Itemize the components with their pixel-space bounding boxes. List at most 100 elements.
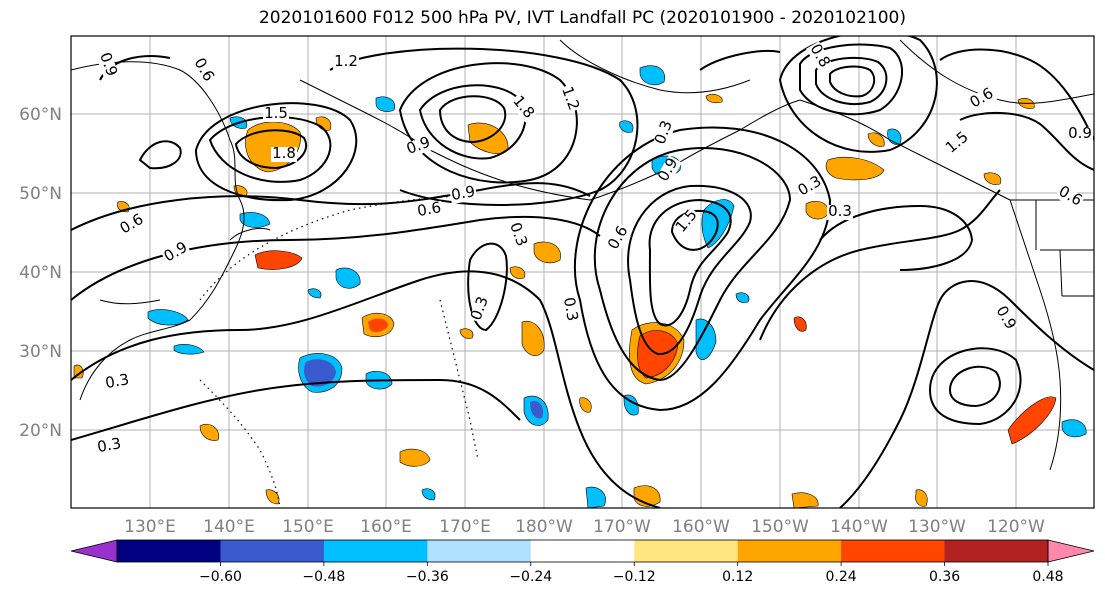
pv-positive-area xyxy=(579,397,592,413)
contour-label-bg xyxy=(655,155,682,186)
contour-label-group: 1.8 xyxy=(271,144,297,162)
colorbar-segment xyxy=(323,540,428,562)
pv-positive-area xyxy=(705,94,723,104)
contour-label-bg xyxy=(404,135,434,159)
contour-label-bg xyxy=(559,295,580,324)
pv-positive-area xyxy=(805,201,829,220)
contour-label-bg xyxy=(161,239,192,266)
pv-positive-area xyxy=(509,266,526,279)
lat-label: 40°N xyxy=(19,263,62,283)
contour-label-bg xyxy=(605,223,632,254)
contour-label-bg xyxy=(967,85,998,112)
lat-label: 20°N xyxy=(19,421,62,441)
contour-label-bg xyxy=(117,211,148,238)
contour-label-group: 1.5 xyxy=(263,104,289,122)
pv-negative-area xyxy=(639,65,665,86)
contour-label-bg xyxy=(505,220,529,250)
pv-positive-area xyxy=(793,316,807,332)
pv-negative-area xyxy=(530,400,544,419)
lon-label: 180°W xyxy=(515,517,573,537)
contour-label-bg xyxy=(95,50,119,80)
contour-label-group: 0.3 xyxy=(95,434,124,457)
graticule xyxy=(71,36,1094,508)
contour-label-group: 0.3 xyxy=(103,370,132,393)
colorbar-segment xyxy=(944,540,1049,562)
lon-label: 170°W xyxy=(593,517,651,537)
lon-label: 150°W xyxy=(751,517,809,537)
colorbar-tick-label: 0.24 xyxy=(826,569,857,585)
contour-label-group: 0.9 xyxy=(449,182,478,205)
contour-label-group: 1.2 xyxy=(557,84,583,114)
contour-label-bg xyxy=(469,294,493,324)
contour-label-bg xyxy=(1054,183,1085,210)
contour-label-bg xyxy=(103,372,132,393)
contour-label-bg xyxy=(508,92,537,123)
contour-label-bg xyxy=(263,107,289,122)
contour-label-bg xyxy=(795,173,826,200)
contour-label: 1.2 xyxy=(334,52,358,70)
coastlines xyxy=(71,39,1094,471)
colorbar-segment xyxy=(530,540,635,562)
colorbar-extend-max xyxy=(1047,539,1095,563)
contour-label: 1.5 xyxy=(264,104,288,122)
pv-positive-area xyxy=(915,489,928,507)
contour-label: 0.9 xyxy=(450,182,477,204)
contour-label-group: 0.6 xyxy=(415,198,444,221)
lon-label: 160°W xyxy=(672,517,730,537)
contour-label-bg xyxy=(415,200,444,221)
colorbar xyxy=(70,539,1095,563)
contour-label: 0.9 xyxy=(1068,124,1092,142)
contour-label: 0.3 xyxy=(560,296,582,323)
colorbar-segment xyxy=(427,540,532,562)
lon-label: 160°E xyxy=(360,517,412,537)
lon-label: 140°W xyxy=(830,517,888,537)
pv-negative-area xyxy=(585,486,606,508)
contour-label-bg xyxy=(653,118,677,148)
pv-negative-area xyxy=(421,488,436,501)
pv-negative-area xyxy=(304,359,336,387)
colorbar-extend-min xyxy=(70,539,118,563)
contour-label-bg xyxy=(333,55,359,70)
map-title: 2020101600 F012 500 hPa PV, IVT Landfall… xyxy=(258,8,906,28)
pv-positive-area xyxy=(199,423,220,441)
contour-label-group: 0.3 xyxy=(559,295,582,324)
colorbar-outline xyxy=(116,539,1049,563)
colorbar-tick-label: 0.12 xyxy=(722,569,753,585)
colorbar-tick-label: −0.60 xyxy=(199,569,242,585)
pv-positive-area xyxy=(791,492,819,508)
lon-label: 150°E xyxy=(282,517,334,537)
pv-negative-area xyxy=(173,344,205,355)
contour-label-bg xyxy=(1067,127,1093,142)
pv-positive-area xyxy=(399,448,431,467)
lat-label: 60°N xyxy=(19,105,62,125)
contour-label-bg xyxy=(942,129,973,158)
contour-label-bg xyxy=(190,55,217,86)
contour-label-bg xyxy=(449,184,478,205)
pv-positive-area xyxy=(825,157,885,181)
pv-positive-area xyxy=(983,172,1002,185)
lon-label: 140°E xyxy=(203,517,255,537)
lon-label: 170°E xyxy=(439,517,491,537)
pv-negative-area xyxy=(695,318,717,361)
map-frame xyxy=(70,35,1095,509)
pv-negative-area xyxy=(307,288,322,299)
contour-labels: 0.9 0.6 1.21.51.8 0.91.8 1.20.30.90.60.60.90… xyxy=(95,41,1093,457)
colorbar-tick-label: −0.36 xyxy=(406,569,449,585)
pv-positive-area xyxy=(265,489,280,505)
pv-negative-area xyxy=(735,292,750,303)
contour-label-bg xyxy=(827,205,853,220)
lon-label: 130°W xyxy=(908,517,966,537)
colorbar-tick-label: −0.48 xyxy=(302,569,345,585)
pv-negative-area xyxy=(375,96,396,112)
contour-label-bg xyxy=(806,41,833,72)
pv-positive-area xyxy=(533,241,561,264)
pv-positive-area xyxy=(867,132,885,147)
colorbar-tick-label: 0.36 xyxy=(929,569,960,585)
contour-label-bg xyxy=(271,147,297,162)
pv-positive-area xyxy=(1007,396,1057,445)
contour-label-bg xyxy=(992,303,1019,334)
pv-positive-area xyxy=(254,250,303,270)
contour-label: 0.3 xyxy=(104,370,131,392)
colorbar-tick-labels: −0.60 −0.48 −0.36 −0.24 −0.12 0.12 0.24 0.36 0.4… xyxy=(199,562,1064,585)
